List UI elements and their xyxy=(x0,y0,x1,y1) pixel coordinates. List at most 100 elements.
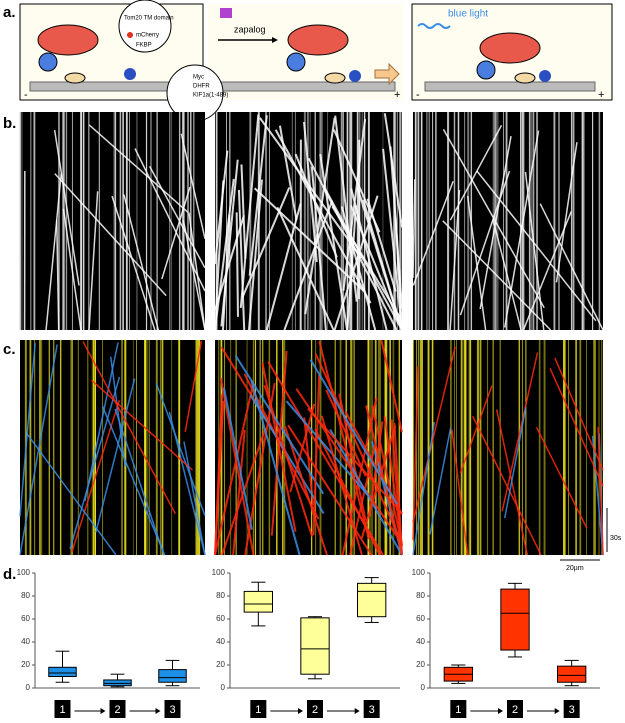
moving-track xyxy=(342,119,367,292)
panel-label: b. xyxy=(3,115,16,132)
moving-track xyxy=(310,166,327,331)
moving-track xyxy=(503,407,527,519)
kinesin-head xyxy=(324,72,346,84)
moving-track xyxy=(91,379,193,471)
category-badge xyxy=(363,700,380,718)
box xyxy=(500,588,530,651)
kymographs xyxy=(19,112,604,556)
category-badge xyxy=(563,700,580,718)
kinesin-head xyxy=(514,72,536,84)
moving-track xyxy=(234,355,325,495)
moving-track xyxy=(45,173,62,331)
sequence-arrow xyxy=(100,708,106,714)
moving-track xyxy=(250,380,301,556)
moving-track xyxy=(472,415,542,556)
moving-track xyxy=(248,115,268,276)
box xyxy=(243,590,274,613)
y-tick-label: 60 xyxy=(216,614,225,623)
moving-track xyxy=(314,428,381,556)
moving-track xyxy=(183,441,206,556)
moving-track xyxy=(307,407,403,514)
box xyxy=(158,669,187,683)
moving-track xyxy=(54,173,167,297)
moving-track xyxy=(539,203,604,331)
y-tick-label: 0 xyxy=(421,683,426,692)
moving-track xyxy=(55,219,60,331)
moving-track xyxy=(270,350,288,536)
diagram-label: DHFR xyxy=(193,84,210,90)
kymograph xyxy=(20,112,205,330)
moving-track xyxy=(111,195,156,331)
moving-track xyxy=(155,382,206,516)
moving-track xyxy=(214,215,245,311)
moving-track xyxy=(382,148,403,331)
sequence-arrow xyxy=(155,708,161,714)
moving-track xyxy=(219,377,255,556)
category-badge xyxy=(109,700,126,718)
y-tick-label: 20 xyxy=(416,660,425,669)
x-tick-label: 3 xyxy=(369,704,375,716)
moving-track xyxy=(84,342,119,502)
moving-track xyxy=(53,129,80,286)
mitochondrion xyxy=(287,24,349,56)
moving-track xyxy=(390,419,403,556)
moving-track xyxy=(479,136,512,310)
moving-track xyxy=(148,165,206,269)
moving-track xyxy=(214,382,255,556)
diagram-label: mCherry xyxy=(136,33,159,39)
moving-track xyxy=(304,117,336,315)
moving-track xyxy=(449,189,461,331)
microtubules xyxy=(29,81,596,92)
moving-track xyxy=(325,389,367,477)
moving-track xyxy=(389,146,403,309)
category-badge xyxy=(507,700,523,718)
moving-track xyxy=(276,206,335,331)
moving-track xyxy=(319,153,349,331)
sequence-arrow xyxy=(554,708,560,714)
dynein xyxy=(38,52,58,72)
moving-track xyxy=(412,366,419,541)
moving-track xyxy=(349,444,376,556)
moving-track xyxy=(184,340,203,433)
moving-track xyxy=(62,208,82,331)
box xyxy=(357,582,387,618)
category-badge xyxy=(307,700,323,718)
moving-track xyxy=(88,191,99,331)
moving-track xyxy=(109,356,126,467)
mcherry-icon xyxy=(127,32,133,38)
moving-track xyxy=(214,394,224,556)
box xyxy=(557,665,587,683)
moving-track xyxy=(123,194,160,331)
moving-track xyxy=(524,171,545,331)
scale-label: 30s xyxy=(610,535,622,542)
moving-track xyxy=(554,357,604,471)
mitochondrion xyxy=(37,24,99,56)
moving-track xyxy=(356,187,403,331)
moving-track xyxy=(214,178,235,331)
moving-track xyxy=(350,188,388,331)
moving-track xyxy=(309,359,398,505)
polarity: - xyxy=(24,89,28,101)
kymograph xyxy=(413,340,603,555)
category-badge xyxy=(250,700,267,718)
x-tick-label: 2 xyxy=(312,704,318,716)
y-tick-label: 20 xyxy=(21,660,30,669)
x-tick-label: 2 xyxy=(114,704,120,716)
mitochondrion xyxy=(479,32,541,64)
y-tick-label: 80 xyxy=(416,591,425,600)
microtubule xyxy=(424,81,596,92)
moving-track xyxy=(222,387,253,530)
kinesin-head xyxy=(64,72,86,84)
moving-track xyxy=(232,429,246,556)
drug-icon xyxy=(220,8,232,18)
moving-track xyxy=(303,121,318,263)
moving-track xyxy=(188,212,206,331)
moving-track xyxy=(503,130,540,328)
moving-track xyxy=(501,352,539,512)
moving-track xyxy=(180,133,206,239)
y-tick-label: 100 xyxy=(412,568,426,577)
scale-label: 20µm xyxy=(566,565,584,572)
y-tick-label: 0 xyxy=(26,683,31,692)
moving-track xyxy=(429,427,452,535)
